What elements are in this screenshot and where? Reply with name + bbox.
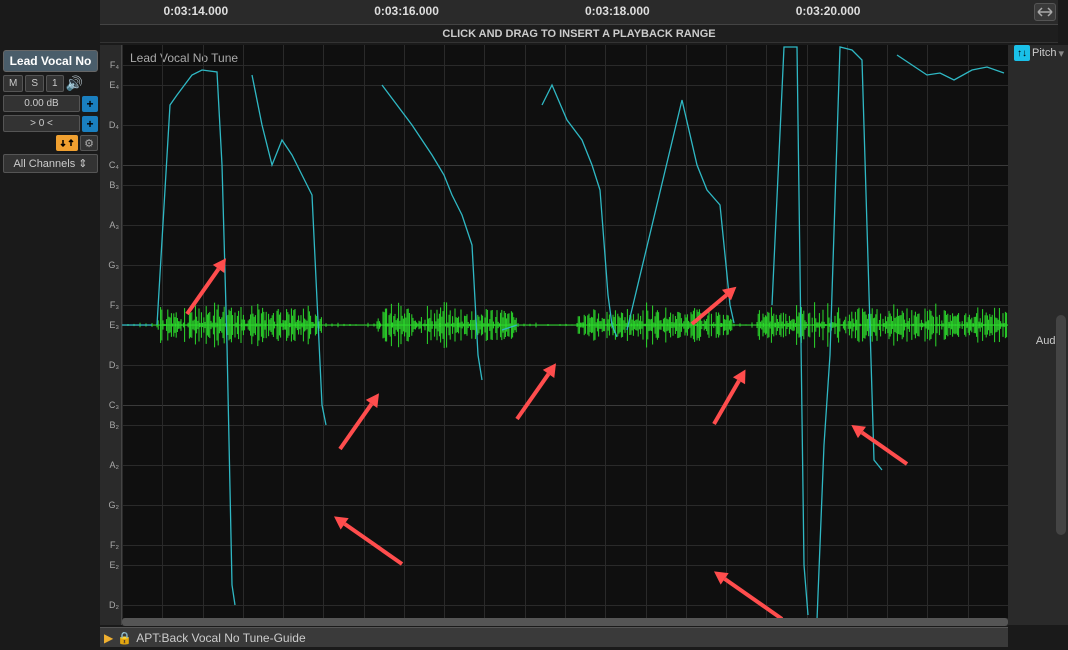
add-button[interactable]: + (82, 96, 98, 112)
note-label: A₂ (110, 460, 120, 470)
fit-width-icon[interactable] (1034, 3, 1056, 21)
gear-icon[interactable]: ⚙ (80, 135, 98, 151)
channels-select[interactable]: All Channels ⇕ (3, 154, 98, 173)
note-label: D₃ (109, 360, 119, 370)
track-name[interactable]: Lead Vocal No (3, 50, 98, 72)
chevron-down-icon[interactable]: ▾ (1058, 47, 1064, 60)
volume-icon[interactable]: 🔊 (66, 75, 83, 92)
time-label: 0:03:16.000 (374, 4, 439, 18)
note-label: C₄ (109, 160, 119, 170)
note-ruler: F₄ E₄ D₄ C₄ B₃ A₃ G₃ F₃ E₃ D₃ C₃ B₂ A₂ G₂ F₂ E₂ D₂ (100, 45, 122, 625)
vertical-scrollbar[interactable] (1056, 315, 1066, 535)
time-label: 0:03:18.000 (585, 4, 650, 18)
note-label: D₂ (109, 600, 119, 610)
channels-label: All Channels (13, 158, 75, 170)
bottom-bar: ▶ 🔒 APT:Back Vocal No Tune-Guide (100, 627, 1008, 647)
pitch-toggle-icon[interactable]: ↑↓ (1014, 45, 1030, 61)
db-value[interactable]: 0.00 dB (3, 95, 80, 112)
track-panel: Lead Vocal No M S 1 🔊 0.00 dB + > 0 < + … (3, 50, 98, 173)
scrollbar-thumb[interactable] (122, 618, 1008, 626)
timeline-ruler[interactable]: 0:03:14.000 0:03:16.000 0:03:18.000 0:03… (100, 0, 1058, 25)
pitch-label: Pitch (1032, 47, 1056, 59)
note-label: E₂ (110, 560, 120, 570)
note-label: A₃ (109, 220, 119, 230)
pitch-editor[interactable]: Lead Vocal No Tune (122, 45, 1008, 625)
note-label: F₂ (110, 540, 119, 550)
note-label: E₄ (109, 80, 119, 90)
playback-hint: CLICK AND DRAG TO INSERT A PLAYBACK RANG… (100, 25, 1058, 43)
note-label: C₃ (109, 400, 119, 410)
add-button-2[interactable]: + (82, 116, 98, 132)
pan-value[interactable]: > 0 < (3, 115, 80, 132)
swap-icon[interactable] (56, 135, 78, 151)
mute-button[interactable]: M (3, 75, 23, 92)
note-label: B₂ (110, 420, 120, 430)
lock-icon[interactable]: 🔒 (117, 631, 132, 645)
track-number[interactable]: 1 (46, 75, 64, 92)
note-label: D₄ (109, 120, 119, 130)
time-label: 0:03:14.000 (163, 4, 228, 18)
time-label: 0:03:20.000 (796, 4, 861, 18)
play-icon[interactable]: ▶ (104, 631, 113, 645)
note-label: F₄ (110, 60, 119, 70)
right-panel: ↑↓ Pitch ▾ Audio (1008, 45, 1068, 625)
process-name: APT:Back Vocal No Tune-Guide (136, 631, 305, 645)
note-label: F₃ (110, 300, 119, 310)
note-label: G₂ (109, 500, 120, 510)
note-label: B₃ (109, 180, 119, 190)
horizontal-scrollbar[interactable] (122, 618, 1008, 626)
solo-button[interactable]: S (25, 75, 44, 92)
note-label: G₃ (108, 260, 119, 270)
note-label: E₃ (109, 320, 119, 330)
